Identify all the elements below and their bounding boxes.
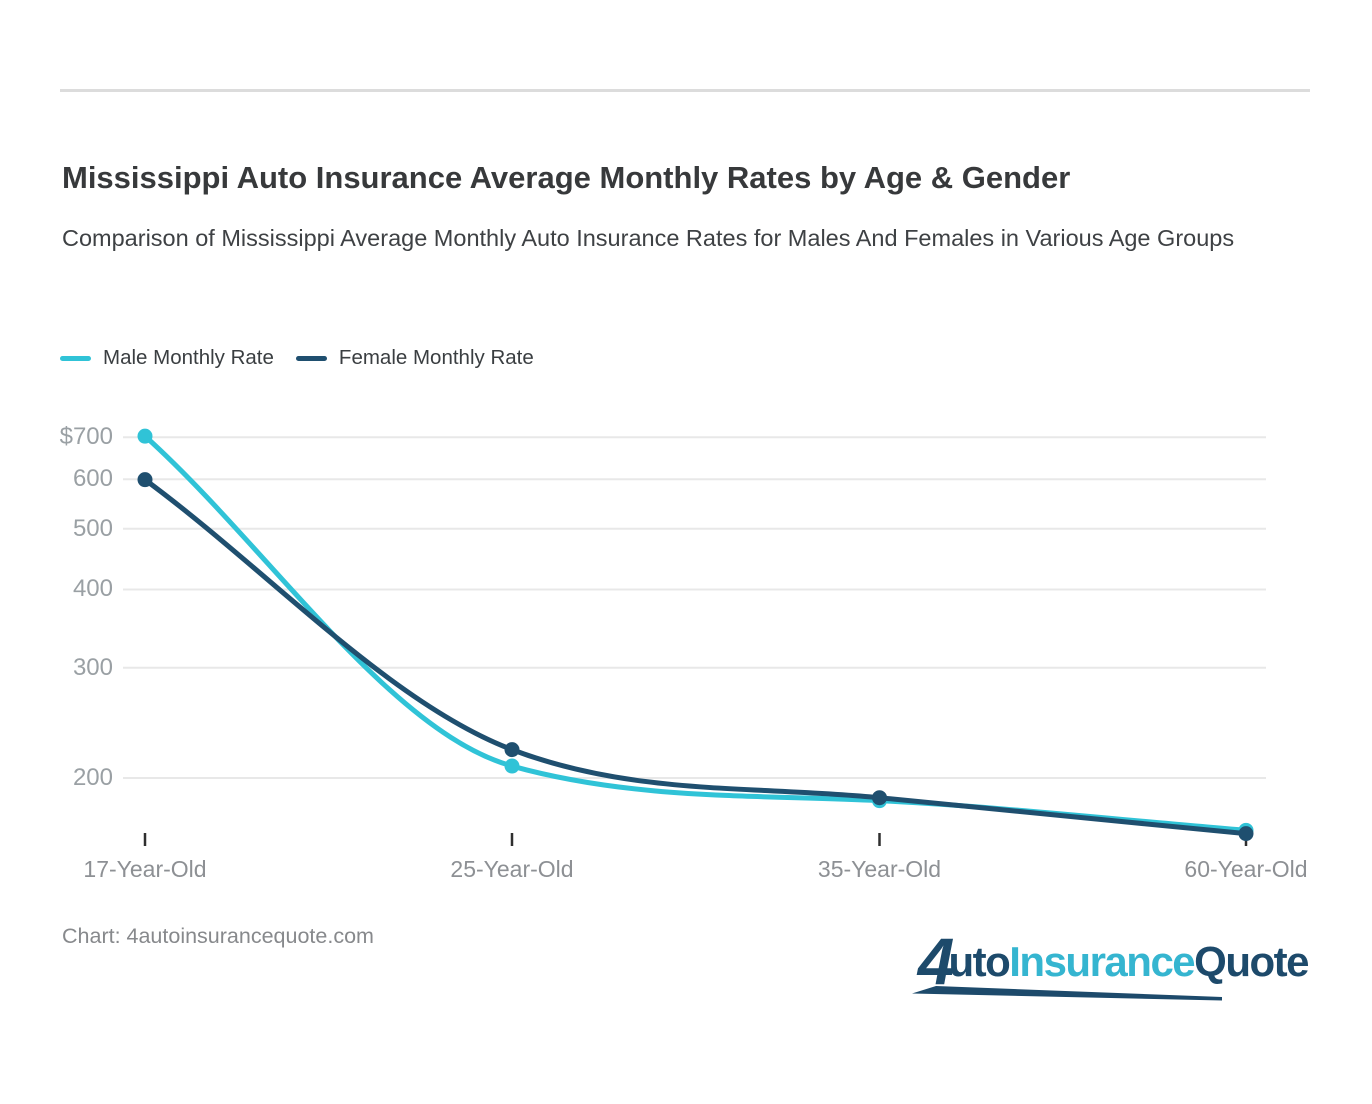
y-axis-label: 300 xyxy=(72,653,113,681)
y-axis-label: 600 xyxy=(72,465,113,493)
legend-label: Female Monthly Rate xyxy=(338,346,534,369)
male-rate-point xyxy=(1238,822,1254,838)
legend-item-male[interactable]: Male Monthly Rate xyxy=(60,346,274,370)
male-rate-line xyxy=(142,433,1249,833)
female-rate-line xyxy=(142,477,1249,837)
logo-4-glyph: 4 xyxy=(917,924,955,998)
chart-legend: Male Monthly Rate Female Monthly Rate xyxy=(60,346,534,370)
autoinsurancequote-logo: 4utoInsuranceQuote xyxy=(911,924,1309,1001)
male-rate-point xyxy=(504,758,520,774)
chart-subtitle: Comparison of Mississippi Average Monthl… xyxy=(62,225,1235,251)
female-rate-point xyxy=(504,742,520,758)
logo-swoosh-icon xyxy=(911,986,1222,1001)
female-series-swatch-icon xyxy=(295,355,327,361)
female-rate-point xyxy=(872,790,887,806)
chart-source-caption: Chart: 4autoinsurancequote.com xyxy=(62,924,374,948)
female-rate-point xyxy=(1238,826,1254,842)
y-axis-label: 500 xyxy=(72,514,113,542)
x-axis-label: 60-Year-Old xyxy=(1184,856,1308,882)
female-rate-point xyxy=(137,472,153,488)
legend-label: Male Monthly Rate xyxy=(103,346,274,369)
y-axis-label: 200 xyxy=(72,764,113,791)
logo-word-insurance: Insurance xyxy=(1009,938,1195,985)
top-divider xyxy=(60,89,1310,92)
chart-title: Mississippi Auto Insurance Average Month… xyxy=(62,160,1071,195)
x-axis-label: 17-Year-Old xyxy=(83,856,207,882)
y-axis-label: 400 xyxy=(72,575,113,603)
y-axis-label: $700 xyxy=(59,423,113,451)
male-rate-point xyxy=(872,793,887,809)
male-rate-point xyxy=(137,428,153,444)
male-series-swatch-icon xyxy=(60,355,91,361)
x-axis-label: 35-Year-Old xyxy=(817,856,942,882)
x-axis-label: 25-Year-Old xyxy=(450,856,574,882)
logo-word-uto: uto xyxy=(948,938,1010,985)
legend-item-female[interactable]: Female Monthly Rate xyxy=(295,346,534,370)
logo-word-quote: Quote xyxy=(1194,938,1309,985)
